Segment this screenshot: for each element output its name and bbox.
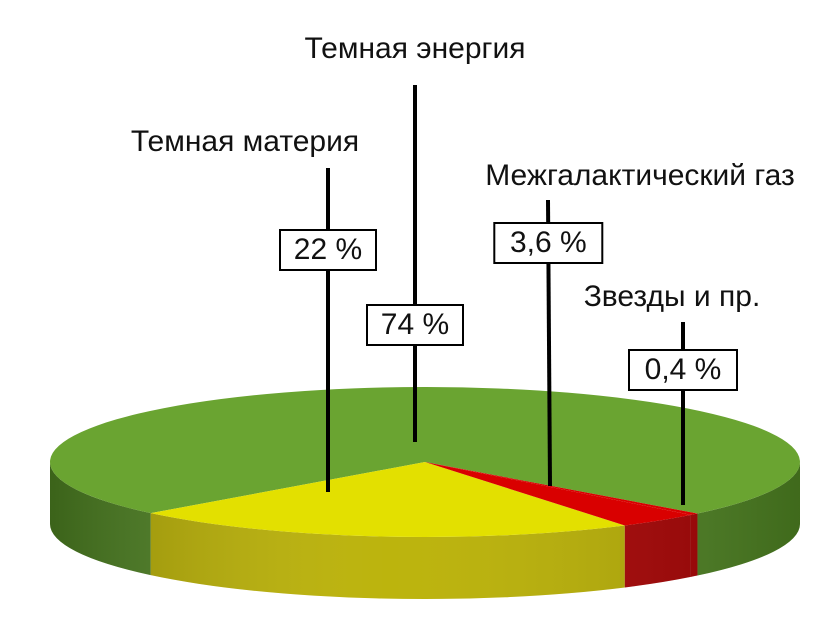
value-box [279,229,377,271]
slice-side [624,514,691,588]
slice-label: Звезды и пр. [584,280,761,313]
slice-label: Темная материя [131,125,359,158]
value-label: 0,4 % [645,353,722,386]
value-label: 74 % [381,308,449,341]
slice-label: Темная энергия [305,32,526,65]
slice-side [690,513,698,577]
slice-label: Межгалактический газ [485,159,795,192]
slice [150,462,625,538]
slice [425,462,691,526]
value-box [366,304,464,346]
value-label: 3,6 % [510,226,587,259]
value-label: 22 % [294,233,362,266]
value-box [493,222,604,264]
slice [49,387,800,514]
value-box [628,349,738,391]
slice [425,462,698,515]
